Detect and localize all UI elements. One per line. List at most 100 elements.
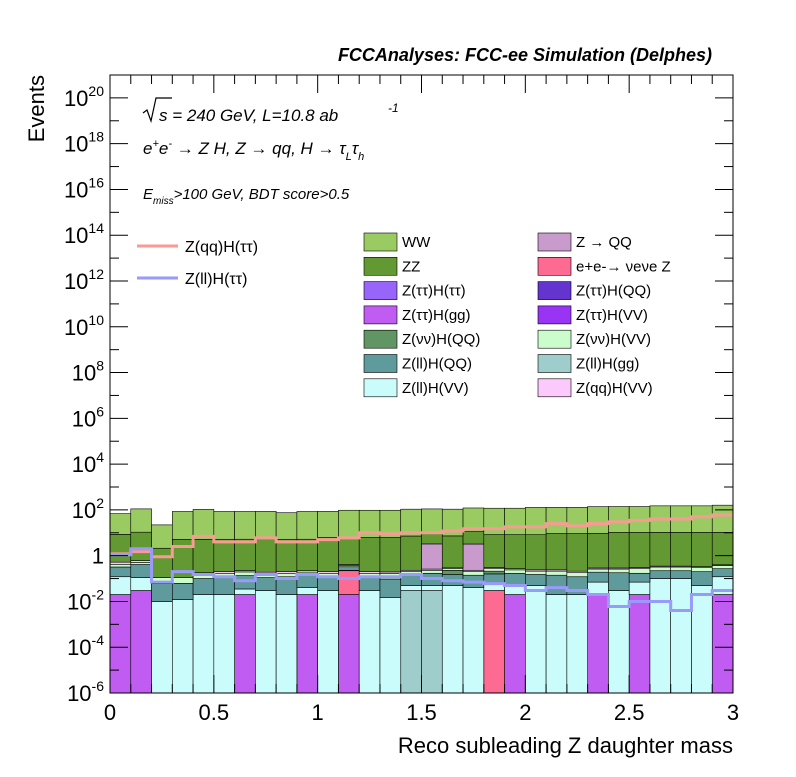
bar-ww-bin-15 [422,509,443,533]
legend-label: e+e-→ νeνe Z [576,258,671,275]
bar-z-ll-h-vv--bin-21 [546,595,567,693]
x-tick-label: 1 [312,700,324,725]
bar-e-e-e-e-z-bin-18 [484,591,505,693]
bar-z-ll-h-qq--bin-12 [359,578,380,591]
bar-z-ll-h-qq--bin-0 [110,567,131,577]
bar-ww-bin-20 [525,507,546,534]
legend-swatch [538,306,571,324]
bar-zz-bin-5 [214,539,235,571]
bar-z-ll-h-vv--bin-14 [401,585,422,590]
bar-e-e-e-e-z-bin-11 [338,571,359,595]
bar-z-h-gg--bin-11 [338,595,359,693]
bar-z-ll-h-qq--bin-4 [193,579,214,595]
bar-z-h-vv--bin-21 [546,571,567,575]
bar-z-ll-h-vv--bin-9 [297,588,318,595]
bar-z-h-gg--bin-19 [505,595,526,693]
x-tick-label: 0.5 [199,700,230,725]
bar-ww-bin-10 [318,511,339,537]
bar-z-ll-h-vv--bin-25 [629,582,650,594]
bar-zz-bin-20 [525,535,546,570]
bar-ww-bin-24 [608,507,629,533]
legend-swatch [364,330,397,348]
bar-ww-bin-1 [131,509,152,532]
bar-ww-bin-21 [546,507,567,533]
bar-z-ll-h-qq--bin-9 [297,575,318,587]
bar-z-ll-h-qq--bin-24 [608,573,629,591]
bar-z-ll-h-vv--bin-4 [193,595,214,693]
bar-z-ll-h-vv--bin-10 [318,591,339,693]
bar-z-ll-h-vv--bin-0 [110,577,131,595]
bar-z-ll-h-qq--bin-19 [505,573,526,585]
legend-label: WW [402,234,431,251]
bar-z-h-gg--bin-9 [297,595,318,693]
bar-z-h-vv--bin-22 [567,573,588,577]
bar-ww-bin-5 [214,511,235,539]
bar-zz-bin-10 [318,538,339,572]
bar-z-h-vv--bin-26 [650,567,671,571]
bar-ww-bin-28 [691,506,712,533]
bar-z-h-gg--bin-0 [110,595,131,693]
bar-z-h-gg--bin-29 [712,595,733,693]
bar-z-ll-h-vv--bin-23 [588,582,609,594]
legend-label: Z(νν)H(VV) [576,331,651,348]
bar-z-ll-h-gg--bin-14 [401,591,422,693]
lumi-exponent: -1 [388,101,399,115]
x-tick-label: 1.5 [406,700,437,725]
legend-label: Z(ττ)H(ττ) [402,283,466,300]
x-tick-label: 2.5 [614,700,645,725]
bar-z-h-gg--bin-23 [588,595,609,693]
bar-zz-bin-8 [276,539,297,571]
bar-zz-bin-9 [297,539,318,570]
bar-zz-bin-26 [650,532,671,566]
bar-z-ll-h-vv--bin-13 [380,597,401,693]
bar-z-h-gg--bin-1 [131,591,152,693]
bar-z-ll-h-vv--bin-3 [172,600,193,693]
bar-z-ll-h-qq--bin-10 [318,578,339,591]
bar-zz-bin-11 [338,537,359,564]
x-tick-label: 0 [104,700,116,725]
bar-zz-bin-18 [484,535,505,568]
bar-z-ll-h-vv--bin-22 [567,595,588,693]
bar-zz-bin-19 [505,535,526,569]
x-axis-label: Reco subleading Z daughter mass [398,733,733,758]
legend-swatch [538,379,571,397]
bar-z-ll-h-vv--bin-1 [131,578,152,591]
bar-z-ll-h-qq--bin-27 [671,571,692,579]
bar-z-h-vv--bin-29 [712,566,733,569]
bar-zz-bin-7 [255,538,276,573]
bar-z-ll-h-gg--bin-15 [422,591,443,693]
bar-ww-bin-19 [505,508,526,534]
bar-zz-bin-14 [401,536,422,570]
bar-z-ll-h-vv--bin-15 [422,585,443,590]
bar-z-ll-h-vv--bin-2 [152,601,173,693]
bar-ww-bin-18 [484,508,505,534]
bar-z-h-vv--bin-20 [525,571,546,574]
bar-zz-bin-4 [193,539,214,572]
bar-z-ll-h-vv--bin-6 [235,589,256,595]
y-tick-label: 1 [92,544,104,569]
bar-z-ll-h-qq--bin-25 [629,573,650,582]
bar-zz-bin-22 [567,534,588,572]
x-tick-label: 2 [519,700,531,725]
bar-ww-bin-3 [172,511,193,539]
bar-z-ll-h-qq--bin-2 [152,584,173,602]
bar-z-h-vv--bin-28 [691,568,712,572]
y-axis-label: Events [24,75,49,142]
bar-z-h-gg--bin-6 [235,595,256,693]
legend-label: Z(ll)H(VV) [402,380,469,397]
bar-z-h-vv--bin-27 [671,567,692,571]
bar-zz-bin-12 [359,538,380,572]
bar-z-h-vv--bin-0 [110,564,131,567]
bar-zz-bin-21 [546,534,567,570]
bar-z-ll-h-qq--bin-5 [214,577,235,595]
bar-z-ll-h-qq--bin-26 [650,571,671,579]
bar-z-ll-h-qq--bin-13 [380,579,401,597]
bar-zz-bin-16 [442,536,463,567]
bar-z-ll-h-qq--bin-29 [712,569,733,577]
bar-z-h-vv--bin-23 [588,569,609,572]
legend-label: Z → QQ [576,234,632,251]
bar-z-h-vv--bin-1 [131,562,152,564]
bar-z-ll-h-vv--bin-7 [255,591,276,693]
bar-ww-bin-29 [712,505,733,532]
